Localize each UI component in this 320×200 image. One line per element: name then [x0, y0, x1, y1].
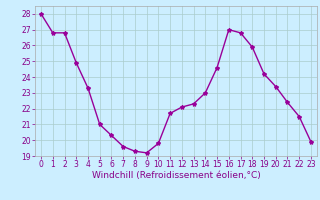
X-axis label: Windchill (Refroidissement éolien,°C): Windchill (Refroidissement éolien,°C) — [92, 171, 260, 180]
